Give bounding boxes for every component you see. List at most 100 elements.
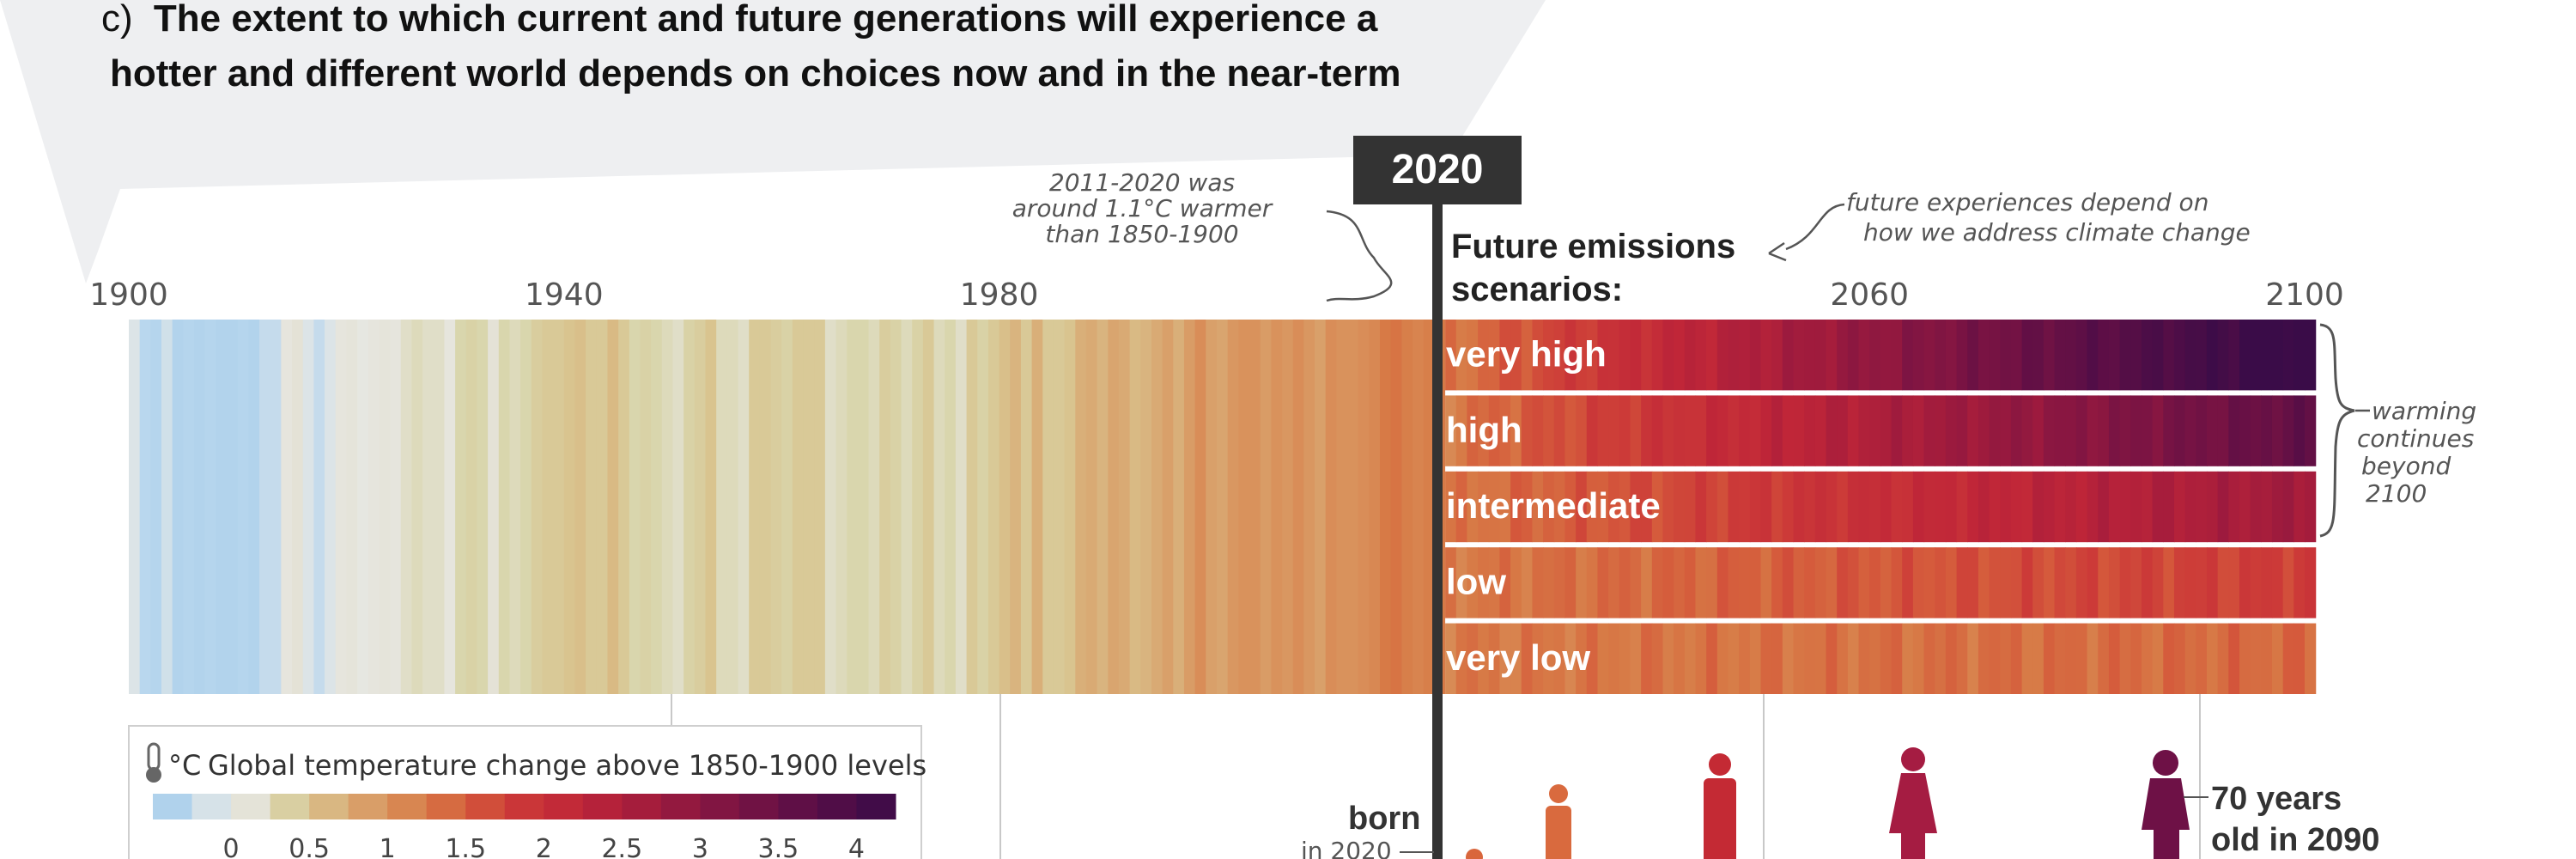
scenario-stripe	[1847, 471, 1860, 543]
scenario-stripe	[2228, 471, 2240, 543]
scenario-stripe	[1597, 623, 1609, 694]
scenario-stripe	[2021, 395, 2033, 466]
scenario-stripe	[1923, 623, 1935, 694]
stripe-1941	[574, 320, 586, 694]
scenario-stripe	[1597, 471, 1609, 543]
past-note-line-1: 2011-2020 was	[1049, 168, 1235, 197]
stripe-1905	[183, 320, 195, 694]
year-2020-line	[1432, 204, 1443, 859]
scenario-stripe	[1814, 320, 1827, 391]
scenario-stripe	[2075, 547, 2088, 618]
stripe-1927	[422, 320, 434, 694]
stripe-1995	[1162, 320, 1174, 694]
scenario-stripe	[2010, 623, 2023, 694]
scenario-stripe	[2043, 547, 2056, 618]
scenario-stripe	[2152, 623, 2164, 694]
scenario-stripe	[1488, 320, 1501, 391]
scenario-stripe	[1847, 623, 1860, 694]
scenario-stripe	[1674, 320, 1686, 391]
scenario-stripe	[1989, 471, 2001, 543]
stripe-1993	[1140, 320, 1152, 694]
scenario-stripe	[2130, 471, 2142, 543]
scenario-stripe	[1967, 320, 1979, 391]
scenario-stripe	[2173, 623, 2186, 694]
stripe-1937	[531, 320, 544, 694]
scenario-stripe	[2184, 395, 2196, 466]
scenario-stripe	[1586, 623, 1599, 694]
scenario-stripe	[2163, 471, 2175, 543]
scenario-stripe	[1543, 623, 1555, 694]
stripe-1929	[444, 320, 456, 694]
stripe-1958	[759, 320, 772, 694]
stripe-1932	[477, 320, 489, 694]
scenario-row-very-high: very high	[1445, 320, 2317, 391]
legend-swatch	[817, 794, 857, 819]
scenario-stripe	[1619, 320, 1631, 391]
scenario-stripe	[1814, 471, 1827, 543]
scenario-stripe	[2293, 623, 2306, 694]
stripe-1967	[857, 320, 870, 694]
scenario-stripe	[1956, 395, 1968, 466]
panel-letter: c)	[101, 0, 133, 40]
title-line-2: hotter and different world depends on ch…	[110, 52, 1400, 94]
scenario-stripe	[1651, 471, 1664, 543]
scenario-stripe	[2098, 395, 2110, 466]
scenario-stripe	[1674, 623, 1686, 694]
scenario-stripe	[1553, 623, 1566, 694]
scenario-stripe	[1760, 471, 1772, 543]
scenario-stripe	[1543, 320, 1555, 391]
scenario-stripe	[1586, 320, 1599, 391]
stripe-2015	[1380, 320, 1392, 694]
scenario-stripe	[1662, 547, 1674, 618]
scenario-stripe	[2087, 623, 2099, 694]
stripe-1930	[455, 320, 467, 694]
stripe-1988	[1085, 320, 1098, 694]
scenario-stripe	[2282, 395, 2294, 466]
scenario-stripe	[2217, 395, 2229, 466]
scenario-stripe	[2282, 547, 2294, 618]
stripe-1914	[281, 320, 293, 694]
scenario-stripe	[1782, 623, 1795, 694]
scenario-stripe	[2293, 395, 2306, 466]
stripe-1922	[368, 320, 380, 694]
scenario-stripe	[2065, 395, 2077, 466]
future-note: future experiences depend on how we addr…	[1846, 188, 2251, 247]
scenario-stripe	[1716, 471, 1729, 543]
scenario-stripe	[1597, 395, 1609, 466]
stripe-1945	[618, 320, 630, 694]
scenario-stripe	[1510, 547, 1522, 618]
scenario-stripe	[2271, 320, 2284, 391]
adult-woman-figure-icon	[1889, 747, 1937, 859]
scenario-stripe	[1576, 547, 1588, 618]
stripe-1992	[1129, 320, 1141, 694]
scenario-stripe	[1651, 547, 1664, 618]
legend-tick-0: 0	[223, 834, 240, 859]
scenario-stripe	[2054, 471, 2066, 543]
scenario-stripe	[1706, 471, 1718, 543]
scenario-stripe	[2054, 395, 2066, 466]
scenario-stripe	[1804, 320, 1816, 391]
scenario-stripe	[2217, 547, 2229, 618]
scenario-stripe	[1891, 395, 1903, 466]
title-backdrop	[0, 0, 1546, 283]
legend-tick-labels: 0 0.5 1 1.5 2 2.5 3 3.5 4	[223, 834, 866, 859]
scenario-stripe	[1912, 471, 1925, 543]
scenario-stripe	[1499, 395, 1511, 466]
panel-title: c) The extent to which current and futur…	[101, 0, 1378, 40]
scenario-stripe	[1662, 471, 1674, 543]
stripe-1923	[379, 320, 391, 694]
scenario-stripe	[2206, 547, 2219, 618]
scenario-stripe	[2239, 547, 2251, 618]
scenario-stripe	[1674, 471, 1686, 543]
scenario-stripe	[1445, 547, 1457, 618]
scenario-stripe	[1532, 395, 1544, 466]
scenario-stripe	[1739, 623, 1751, 694]
scenario-stripe	[1771, 471, 1783, 543]
scenario-stripe	[2239, 395, 2251, 466]
scenario-stripe	[2184, 320, 2196, 391]
scenario-stripe	[1716, 320, 1729, 391]
stripe-1969	[879, 320, 891, 694]
age-sub-label: old in 2090	[2211, 822, 2379, 858]
legend-swatch	[348, 794, 388, 819]
legend-tick-1.5: 1.5	[445, 834, 486, 859]
